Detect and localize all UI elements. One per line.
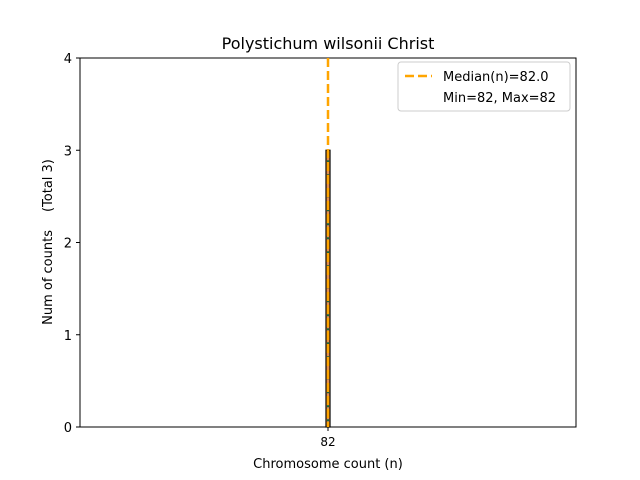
y-tick-label: 1: [64, 329, 72, 344]
y-tick-label: 0: [64, 421, 72, 436]
y-axis-ticks: 0 1 2 3 4: [64, 52, 80, 436]
y-tick-label: 3: [64, 144, 72, 159]
x-tick-label: 82: [320, 435, 335, 449]
y-axis-label-group: Num of counts (Total 3): [41, 159, 56, 325]
legend-frame: [397, 61, 571, 112]
y-tick-label: 4: [64, 52, 72, 67]
legend-range-label: Min=82, Max=82: [443, 91, 556, 106]
y-axis-label: Num of counts (Total 3): [41, 159, 56, 325]
x-axis-label: Chromosome count (n): [253, 457, 403, 472]
x-axis-ticks: 82: [320, 427, 336, 449]
y-tick-label: 2: [64, 237, 72, 252]
y-axis-total-note: (Total 3): [41, 159, 56, 212]
legend: Median(n)=82.0 Min=82, Max=82: [397, 61, 571, 112]
y-axis-label-text: Num of counts: [41, 230, 56, 325]
legend-median-label: Median(n)=82.0: [443, 70, 549, 85]
chart-title: Polystichum wilsonii Christ: [222, 34, 435, 53]
